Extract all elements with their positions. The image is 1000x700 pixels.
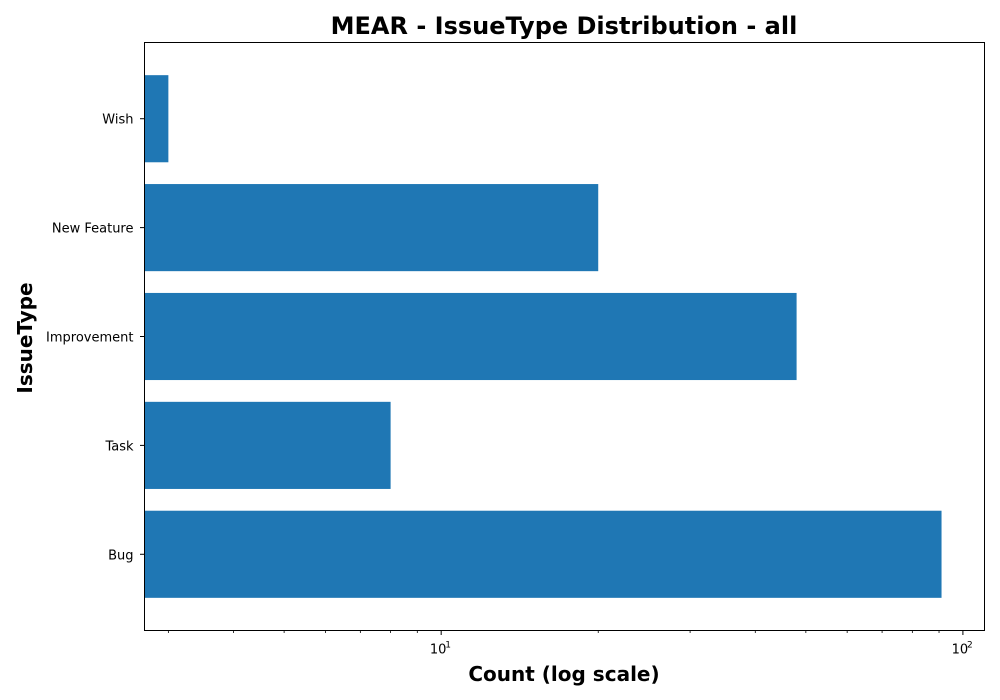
y-axis: Bug Task Improvement New Feature Wish (46, 113, 145, 563)
y-tick-label: Bug (108, 548, 133, 563)
x-tick-label-exponent: 2 (967, 641, 973, 651)
x-axis-label: Count (log scale) (468, 662, 659, 686)
bar-new-feature (144, 184, 599, 272)
y-axis-label: IssueType (13, 282, 37, 393)
chart-title: MEAR - IssueType Distribution - all (331, 12, 798, 40)
y-tick-label: New Feature (52, 222, 134, 237)
bar-improvement (144, 292, 797, 381)
x-axis: 101 102 (167, 630, 973, 658)
bar-task (144, 401, 391, 489)
y-tick-label: Wish (102, 113, 133, 128)
x-tick-label-exponent: 1 (445, 641, 451, 651)
y-tick-label: Improvement (46, 331, 133, 346)
x-tick-label: 10 (430, 643, 447, 658)
bar-wish (144, 75, 169, 163)
bar-bug (144, 510, 942, 598)
x-tick-label: 10 (952, 643, 969, 658)
y-tick-label: Task (104, 439, 134, 454)
plot-area (144, 75, 942, 598)
